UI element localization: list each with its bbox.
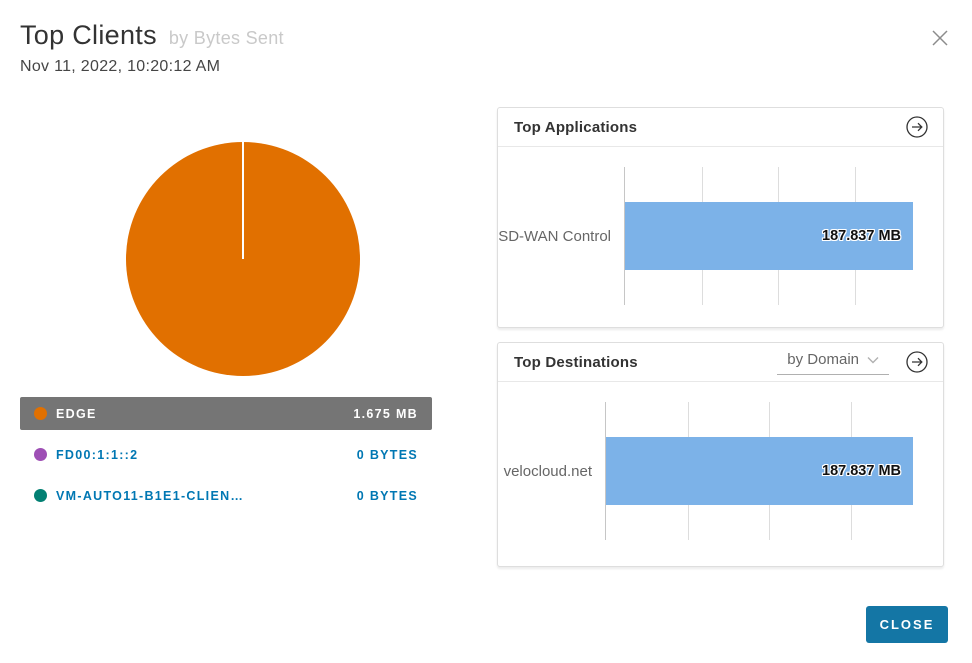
arrow-right-circle-icon[interactable]: [905, 115, 929, 139]
bar-category-label: velocloud.net: [503, 462, 592, 480]
applications-bar[interactable]: 187.837 MB: [625, 202, 913, 270]
legend-row-vm-auto11[interactable]: VM-AUTO11-B1E1-CLIEN… 0 BYTES: [20, 479, 432, 512]
top-applications-card: Top Applications SD-WAN Control 187.837 …: [497, 107, 944, 328]
dropdown-selected-value: by Domain: [787, 351, 859, 368]
bar-value-label: 187.837 MB: [822, 463, 901, 479]
close-button[interactable]: CLOSE: [866, 606, 948, 643]
clients-pie-chart[interactable]: [125, 141, 361, 377]
destinations-plot-area: 187.837 MB: [605, 402, 913, 540]
pie-legend: EDGE 1.675 MB FD00:1:1::2 0 BYTES VM-AUT…: [20, 397, 432, 520]
destinations-bar-chart: velocloud.net 187.837 MB: [498, 402, 943, 540]
applications-bar-chart: SD-WAN Control 187.837 MB: [498, 167, 943, 305]
legend-row-fd00[interactable]: FD00:1:1::2 0 BYTES: [20, 438, 432, 471]
series-color-dot: [34, 448, 47, 461]
timestamp: Nov 11, 2022, 10:20:12 AM: [20, 58, 221, 75]
page-title: Top Clients: [20, 20, 157, 50]
top-destinations-card: Top Destinations by Domain velocloud.net…: [497, 342, 944, 567]
legend-row-edge[interactable]: EDGE 1.675 MB: [20, 397, 432, 430]
top-destinations-header: Top Destinations by Domain: [498, 343, 943, 382]
legend-value: 0 BYTES: [356, 447, 418, 462]
legend-label: EDGE: [56, 406, 97, 421]
chevron-down-icon: [867, 356, 879, 363]
page-subtitle: by Bytes Sent: [168, 28, 284, 48]
destinations-bar[interactable]: 187.837 MB: [606, 437, 913, 505]
bar-category-label: SD-WAN Control: [498, 227, 611, 245]
arrow-right-circle-icon[interactable]: [905, 350, 929, 374]
by-domain-dropdown[interactable]: by Domain: [777, 349, 889, 375]
top-applications-header: Top Applications: [498, 108, 943, 147]
legend-value: 1.675 MB: [353, 406, 418, 421]
bar-value-label: 187.837 MB: [822, 228, 901, 244]
dialog-header: Top Clients by Bytes Sent Nov 11, 2022, …: [20, 20, 284, 76]
close-icon[interactable]: [928, 26, 952, 50]
applications-plot-area: 187.837 MB: [624, 167, 913, 305]
legend-label: FD00:1:1::2: [56, 447, 139, 462]
series-color-dot: [34, 407, 47, 420]
legend-label: VM-AUTO11-B1E1-CLIEN…: [56, 488, 245, 503]
legend-value: 0 BYTES: [356, 488, 418, 503]
series-color-dot: [34, 489, 47, 502]
card-title: Top Destinations: [514, 353, 638, 371]
card-title: Top Applications: [514, 118, 638, 136]
